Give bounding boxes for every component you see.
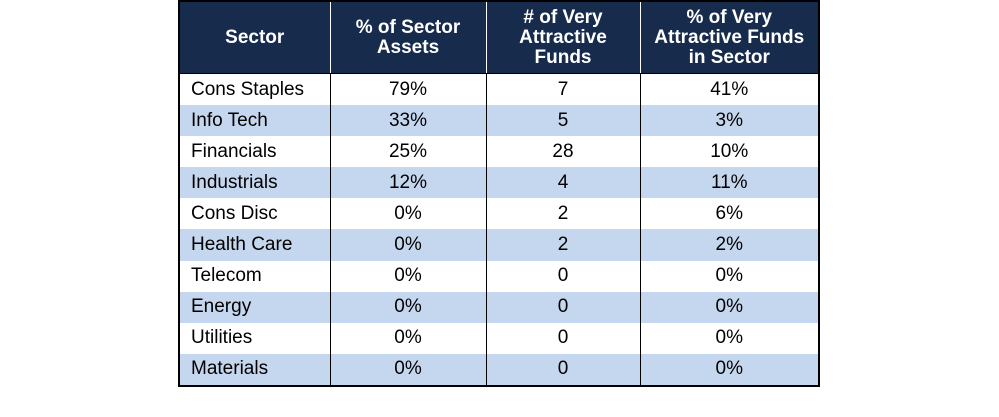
cell-num-funds: 0 bbox=[485, 291, 640, 323]
cell-pct-funds: 41% bbox=[639, 73, 818, 106]
cell-sector: Cons Staples bbox=[191, 78, 305, 100]
cell-pct-funds: 0% bbox=[639, 322, 818, 354]
cell-num-funds: 28 bbox=[485, 136, 640, 168]
cell-pct-funds: 6% bbox=[639, 198, 818, 230]
cell-pct-funds: 10% bbox=[639, 136, 818, 168]
cell-pct-assets: 0% bbox=[329, 260, 486, 292]
cell-pct-assets: 0% bbox=[329, 291, 486, 323]
cell-pct-assets: 33% bbox=[329, 105, 486, 137]
cell-pct-assets: 0% bbox=[329, 322, 486, 354]
cell-sector: Materials bbox=[180, 353, 330, 385]
header-pct-very-attractive-funds: % of Very Attractive Funds in Sector bbox=[639, 2, 818, 74]
cell-pct-assets: 0% bbox=[329, 353, 486, 385]
table-row: Health Care 0% 2 2% bbox=[180, 229, 818, 261]
header-sector: Sector bbox=[180, 2, 330, 74]
cell-num-funds: 2 bbox=[485, 229, 640, 261]
cell-pct-assets: 0% bbox=[329, 198, 486, 230]
cell-sector: Industrials bbox=[180, 167, 330, 199]
cell-num-funds: 5 bbox=[485, 105, 640, 137]
cell-num-funds: 7 bbox=[485, 73, 640, 106]
table-header-row: Sector % of Sector Assets # of Very Attr… bbox=[180, 2, 818, 74]
table-row: Utilities 0% 0 0% bbox=[180, 322, 818, 354]
cell-sector: Telecom bbox=[191, 265, 262, 287]
table-row: Info Tech 33% 5 3% bbox=[180, 105, 818, 137]
cell-pct-assets: 12% bbox=[329, 167, 486, 199]
table-row: Industrials 12% 4 11% bbox=[180, 167, 818, 199]
cell-sector: Info Tech bbox=[180, 105, 330, 137]
cell-num-funds: 0 bbox=[485, 260, 640, 292]
cell-sector: Health Care bbox=[180, 229, 330, 261]
table-row: Cons Staples 79% 7 41% bbox=[180, 73, 818, 106]
cell-sector: Financials bbox=[191, 140, 277, 162]
cell-sector: Energy bbox=[180, 291, 330, 323]
sector-data-table: Sector % of Sector Assets # of Very Attr… bbox=[180, 2, 818, 385]
table-row: Cons Disc 0% 2 6% bbox=[180, 198, 818, 230]
cell-pct-funds: 11% bbox=[639, 167, 818, 199]
sector-table: Sector % of Sector Assets # of Very Attr… bbox=[178, 0, 820, 387]
cell-num-funds: 2 bbox=[485, 198, 640, 230]
table-row: Financials 25% 28 10% bbox=[180, 136, 818, 168]
table-row: Telecom 0% 0 0% bbox=[180, 260, 818, 292]
cell-sector: Cons Disc bbox=[191, 202, 278, 224]
cell-sector: Utilities bbox=[191, 327, 253, 349]
cell-pct-assets: 79% bbox=[329, 73, 486, 106]
cell-pct-funds: 0% bbox=[639, 291, 818, 323]
cell-num-funds: 4 bbox=[485, 167, 640, 199]
cell-pct-assets: 0% bbox=[329, 229, 486, 261]
cell-pct-funds: 3% bbox=[639, 105, 818, 137]
cell-num-funds: 0 bbox=[485, 353, 640, 385]
header-num-very-attractive-funds: # of Very Attractive Funds bbox=[485, 2, 640, 74]
cell-pct-assets: 25% bbox=[329, 136, 486, 168]
cell-num-funds: 0 bbox=[485, 322, 640, 354]
cell-pct-funds: 0% bbox=[639, 260, 818, 292]
cell-pct-funds: 0% bbox=[639, 353, 818, 385]
table-row: Materials 0% 0 0% bbox=[180, 353, 818, 385]
table-row: Energy 0% 0 0% bbox=[180, 291, 818, 323]
cell-pct-funds: 2% bbox=[639, 229, 818, 261]
header-pct-sector-assets: % of Sector Assets bbox=[329, 2, 486, 74]
